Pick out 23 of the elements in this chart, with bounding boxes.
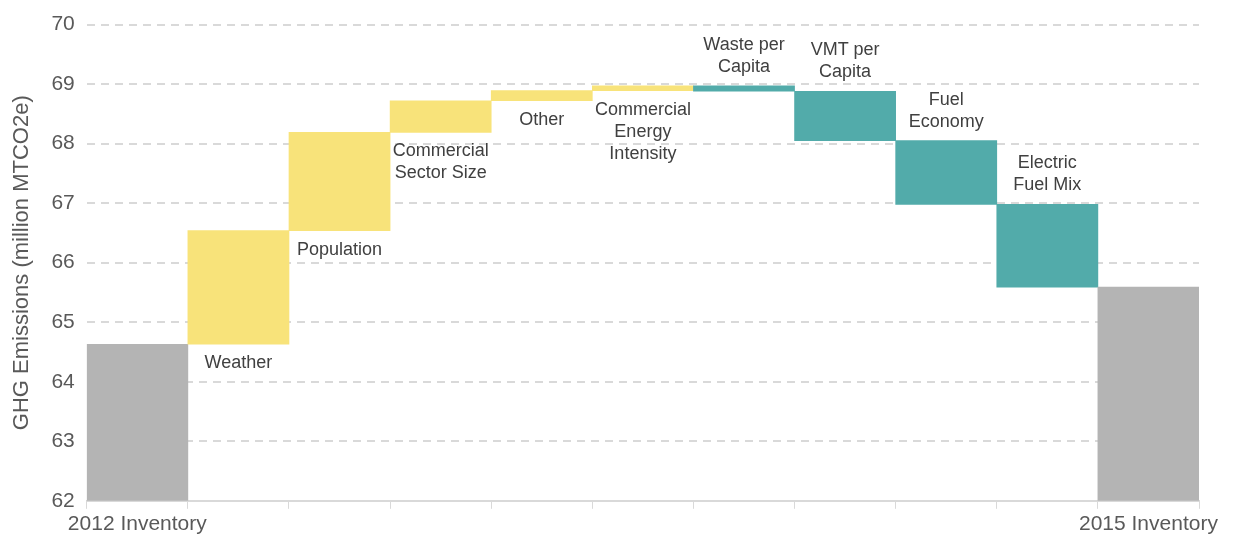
y-tick-label: 62 (51, 487, 75, 511)
annotation: Commercial Energy Intensity (594, 98, 691, 163)
annotation: Commercial Sector Size (392, 140, 489, 183)
y-tick-label: 66 (51, 249, 75, 273)
y-tick-label: 64 (51, 368, 76, 392)
annotation: Other (519, 108, 565, 129)
y-tick-label: 70 (51, 11, 75, 35)
annotation: Weather (204, 352, 273, 373)
annotation: Fuel Economy (908, 88, 984, 131)
annotation: Population (297, 238, 383, 259)
bar (86, 343, 189, 501)
annotation: Electric Fuel Mix (1013, 152, 1082, 195)
y-tick-label: 69 (51, 70, 75, 94)
y-tick-label: 65 (51, 309, 75, 333)
annotation: Waste per Capita (703, 33, 785, 76)
y-tick-label: 63 (51, 428, 75, 452)
x-tick-label: 2015 Inventory (1078, 511, 1219, 535)
bar (1097, 286, 1199, 501)
annotation: VMT per Capita (810, 39, 880, 82)
y-axis-title: GHG Emissions (million MTCO2e) (8, 95, 34, 431)
x-tick-label: 2012 Inventory (67, 511, 208, 535)
y-tick-label: 67 (51, 189, 75, 213)
y-tick-label: 68 (51, 130, 75, 154)
